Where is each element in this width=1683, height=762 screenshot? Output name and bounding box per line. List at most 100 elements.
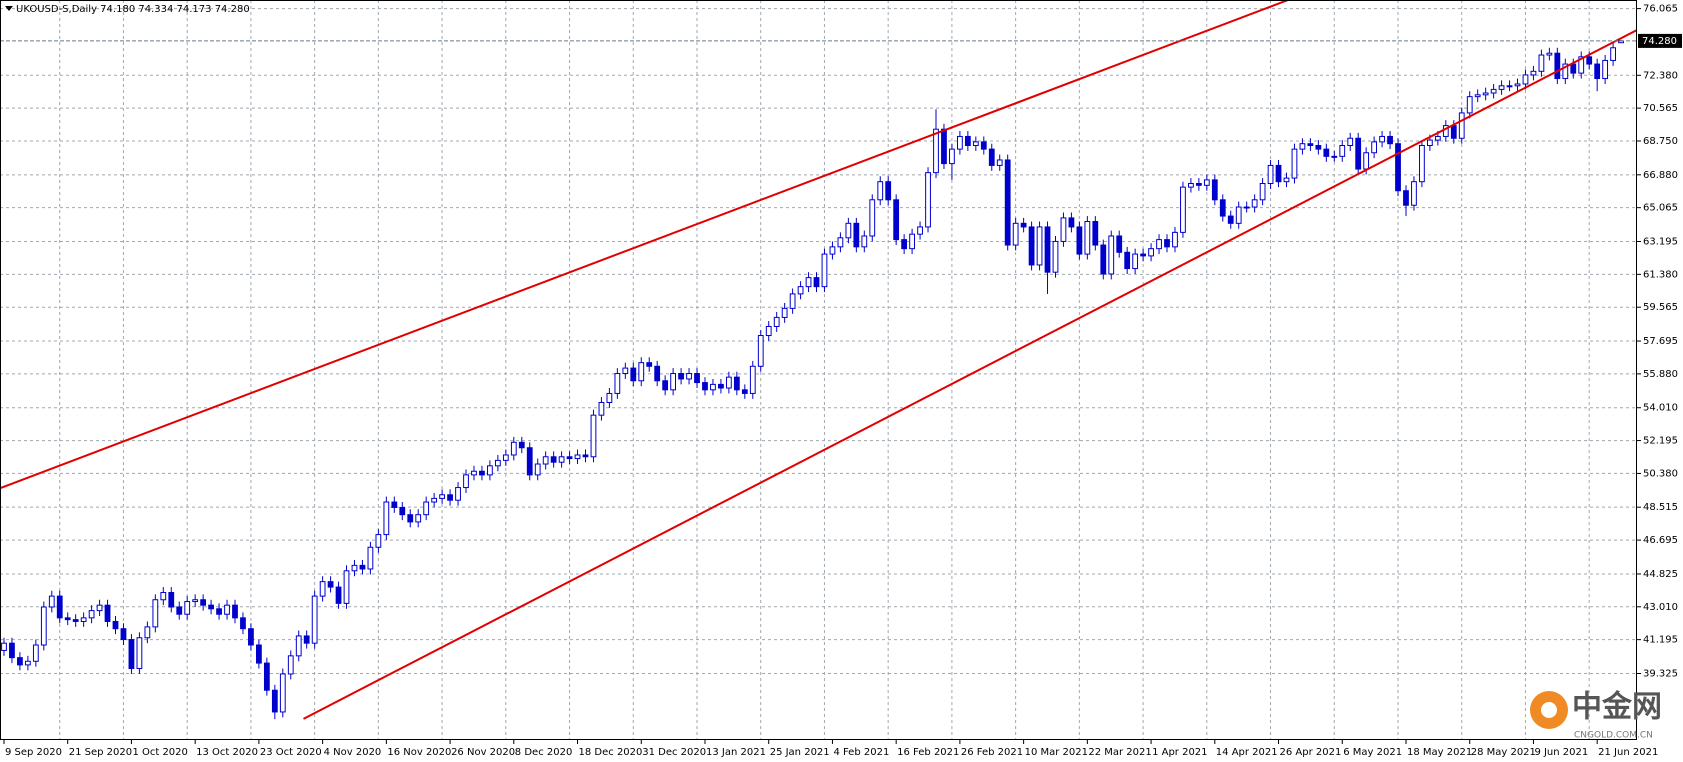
- x-tick-label: 14 Apr 2021: [1216, 747, 1278, 758]
- candle-body: [1458, 112, 1465, 139]
- candle-body: [574, 454, 581, 460]
- candle-body: [1140, 253, 1147, 257]
- candle-body: [80, 617, 87, 622]
- trend-line: [303, 29, 1637, 720]
- candle-body: [1108, 235, 1115, 275]
- candle-body: [502, 454, 509, 461]
- candle-body: [582, 454, 589, 458]
- x-tick-label: 1 Apr 2021: [1152, 747, 1207, 758]
- candle-body: [980, 141, 987, 150]
- candle-body: [463, 474, 469, 489]
- y-tick-label: 68.750: [1643, 136, 1678, 147]
- candle-body: [1355, 137, 1362, 170]
- x-tick-label: 9 Jun 2021: [1534, 747, 1588, 758]
- candle-body: [590, 414, 597, 458]
- candle-body: [1530, 70, 1537, 76]
- candle-body: [17, 657, 23, 666]
- chart-header: UKOUSD-S,Daily 74.180 74.334 74.173 74.2…: [16, 4, 250, 15]
- candle-body: [957, 135, 963, 150]
- y-tick-label: 65.065: [1643, 203, 1678, 214]
- candle-body: [710, 383, 716, 391]
- candle-body: [232, 604, 238, 619]
- candle-body: [757, 335, 764, 367]
- candle-body: [1283, 177, 1290, 183]
- candle-body: [1347, 137, 1354, 147]
- candle-body: [96, 604, 103, 612]
- candle-body: [128, 639, 135, 670]
- candle-body: [1339, 145, 1346, 157]
- candle-body: [184, 601, 191, 615]
- candle-body: [447, 494, 453, 501]
- candle-body: [56, 595, 63, 619]
- candle-body: [1092, 221, 1099, 246]
- candle-body: [1004, 159, 1011, 246]
- price-tag-label: 74.280: [1642, 36, 1677, 47]
- candle-body: [1116, 235, 1123, 253]
- candle-body: [877, 181, 884, 201]
- x-tick-label: 25 Jan 2021: [770, 747, 830, 758]
- candle-body: [295, 635, 302, 657]
- watermark-logo-inner: [1541, 702, 1557, 718]
- candle-body: [1124, 251, 1131, 270]
- candle-body: [1299, 143, 1306, 150]
- y-tick-label: 66.880: [1643, 170, 1678, 181]
- candle-body: [988, 148, 995, 166]
- candle-body: [1227, 215, 1234, 224]
- candle-body: [718, 383, 724, 389]
- candle-body: [534, 463, 541, 476]
- candle-body: [733, 376, 740, 391]
- candle-body: [1331, 155, 1338, 158]
- candle-body: [598, 401, 605, 416]
- candle-body: [1259, 183, 1266, 201]
- candle-body: [1100, 244, 1107, 275]
- candle-body: [1403, 190, 1409, 206]
- x-tick-label: 8 Dec 2020: [515, 747, 573, 758]
- candle-body: [1474, 94, 1481, 98]
- candle-body: [112, 620, 119, 630]
- candle-body: [431, 497, 438, 503]
- candle-body: [1060, 217, 1067, 242]
- candle-body: [263, 662, 270, 691]
- candle-body: [853, 222, 860, 248]
- watermark: 中金网 CNGOLD.COM.CN: [1530, 690, 1662, 741]
- candle-body: [1570, 63, 1577, 74]
- candle-body: [271, 689, 278, 713]
- candle-body: [821, 253, 828, 288]
- candle-body: [1594, 63, 1601, 80]
- candle-body: [941, 128, 947, 165]
- candle-body: [48, 595, 55, 608]
- candle-body: [622, 367, 629, 375]
- candle-body: [1307, 143, 1314, 147]
- candle-body: [494, 459, 501, 467]
- x-tick-label: 22 Mar 2021: [1088, 747, 1151, 758]
- candle-body: [654, 365, 661, 382]
- candle-body: [1411, 181, 1417, 206]
- x-tick-label: 28 May 2021: [1471, 747, 1536, 758]
- candle-body: [1586, 56, 1593, 65]
- candle-body: [375, 534, 382, 548]
- x-tick-label: 16 Feb 2021: [897, 747, 959, 758]
- candle-body: [1602, 59, 1609, 80]
- candle-body: [327, 581, 334, 588]
- y-tick-label: 57.695: [1643, 336, 1678, 347]
- x-tick-label: 21 Jun 2021: [1598, 747, 1658, 758]
- candle-body: [1275, 164, 1282, 183]
- candle-body: [702, 382, 708, 391]
- candle-body: [917, 226, 923, 235]
- candle-body: [1235, 206, 1242, 224]
- candle-body: [40, 606, 47, 646]
- candle-body: [686, 373, 692, 380]
- marks-layer: [0, 0, 1637, 720]
- candle-body: [885, 181, 892, 201]
- candle-body: [606, 392, 613, 403]
- candle-body: [1156, 239, 1162, 250]
- candle-body: [829, 246, 836, 255]
- candle-body: [837, 237, 844, 248]
- candle-body: [1426, 139, 1433, 147]
- candle-body: [1506, 85, 1513, 88]
- plot-frame: [0, 0, 1637, 740]
- menu-arrow[interactable]: [5, 6, 13, 11]
- candle-body: [319, 581, 326, 597]
- candle-body: [694, 373, 700, 384]
